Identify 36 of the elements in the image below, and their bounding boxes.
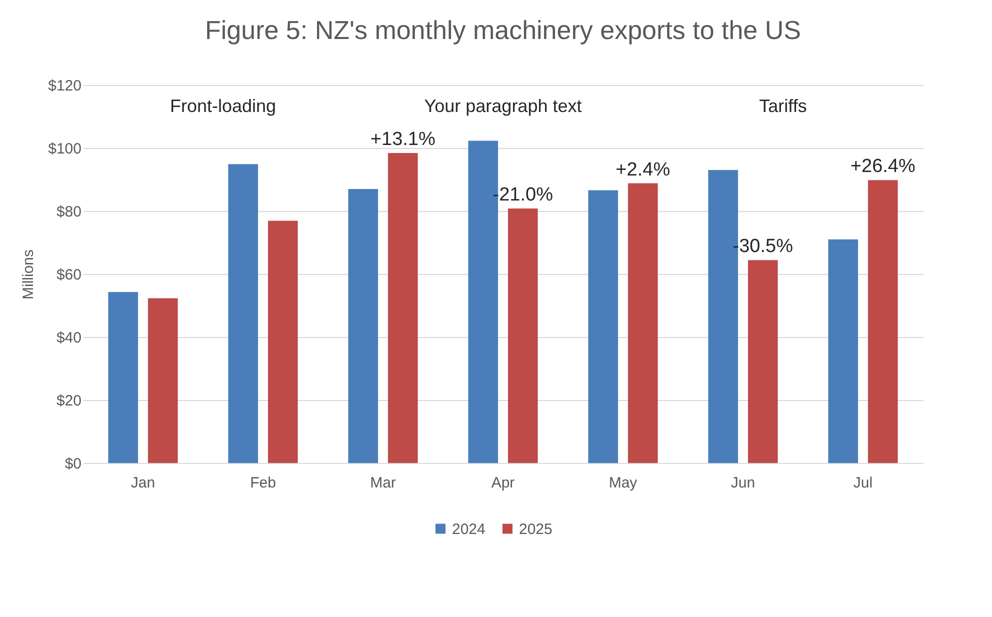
bar: [108, 292, 138, 463]
bar: [868, 180, 898, 463]
bar: [348, 188, 378, 463]
y-tick-label: $40: [56, 330, 82, 346]
bar: [148, 298, 178, 463]
bar: [628, 183, 658, 463]
x-tick-label: Feb: [250, 474, 276, 492]
bar: [748, 260, 778, 463]
x-tick-label: Jun: [730, 474, 756, 492]
annotation: +26.4%: [850, 156, 916, 178]
bar: [268, 220, 298, 463]
annotation: +13.1%: [370, 129, 436, 150]
y-tick-label: $20: [56, 392, 82, 410]
y-tick-label: $0: [64, 456, 82, 472]
annotation: Your paragraph text: [424, 96, 582, 116]
y-tick-label: $80: [56, 204, 82, 220]
chart-title: Figure 5: NZ's monthly machinery exports to the US: [205, 15, 801, 45]
x-tick-label: Apr: [491, 474, 515, 492]
bar: [588, 190, 618, 463]
bar: [388, 153, 418, 463]
y-tick-label: $120: [48, 78, 82, 94]
annotation: Front-loading: [170, 96, 276, 116]
x-tick-label: Jan: [130, 474, 156, 492]
annotation: Tariffs: [759, 96, 807, 116]
annotation: +2.4%: [616, 159, 670, 180]
x-tick-label: May: [608, 474, 638, 492]
bar: [828, 239, 858, 463]
y-axis-title: Millions: [20, 249, 38, 300]
y-tick-label: $100: [48, 140, 82, 158]
bar: [228, 164, 258, 463]
legend-label: 2025: [519, 520, 552, 538]
bar: [508, 208, 538, 463]
legend-label: 2024: [452, 520, 486, 538]
y-tick-label: $60: [56, 266, 82, 284]
x-tick-label: Mar: [370, 474, 396, 492]
x-tick-label: Jul: [853, 474, 873, 492]
